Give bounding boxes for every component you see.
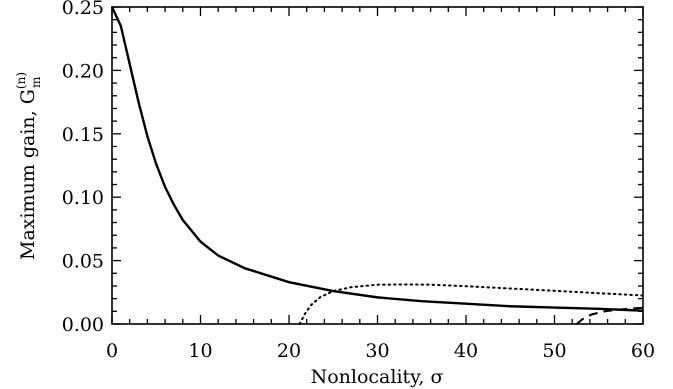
x-tick-label: 10 xyxy=(188,340,212,362)
y-tick-label: 0.10 xyxy=(62,187,104,209)
plot-frame xyxy=(111,6,644,325)
y-tick-label: 0.05 xyxy=(62,251,104,273)
x-tick-label: 50 xyxy=(542,340,566,362)
x-tick-label: 0 xyxy=(106,340,118,362)
x-tick-label: 60 xyxy=(631,340,655,362)
y-axis-label-subscript: m xyxy=(29,76,43,88)
series-line-dotted xyxy=(298,283,644,325)
y-tick-label: 0.20 xyxy=(62,60,104,82)
y-axis-label: Maximum gain, G(n)m xyxy=(14,72,43,260)
y-tick-label: 0.15 xyxy=(62,124,104,146)
x-tick-label: 20 xyxy=(277,340,301,362)
x-tick-label: 30 xyxy=(365,340,389,362)
y-tick-label: 0.00 xyxy=(62,314,104,336)
series-line-solid xyxy=(110,6,644,312)
x-axis-label: Nonlocality, σ xyxy=(311,366,444,388)
series-line-dashed xyxy=(575,306,644,325)
x-tick-label: 40 xyxy=(454,340,478,362)
y-tick-label: 0.25 xyxy=(62,0,104,19)
y-axis-label-superscript: (n) xyxy=(14,72,28,89)
series-layer xyxy=(110,6,644,325)
y-axis-label-main: Maximum gain, G xyxy=(17,89,39,260)
tick-layer: 0 10 20 30 40 50 60 0.00 0.05 0.10 0.15 0.20 0.25 xyxy=(62,0,655,362)
